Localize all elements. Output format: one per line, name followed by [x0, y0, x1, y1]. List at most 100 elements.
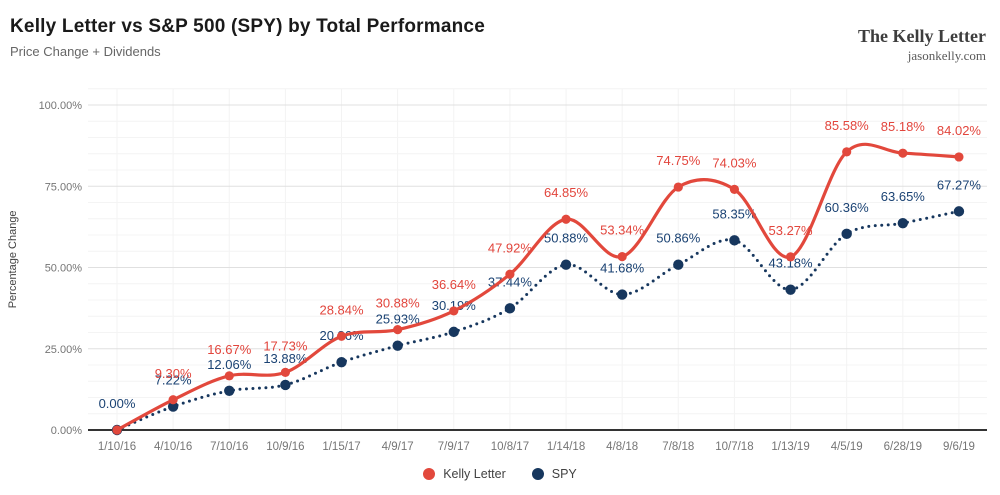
x-tick-label: 10/7/18: [715, 441, 753, 453]
kelly-letter-point[interactable]: [393, 325, 403, 335]
spy-point-label: 0.00%: [99, 396, 136, 411]
x-tick-label: 1/13/19: [771, 441, 809, 453]
spy-point[interactable]: [616, 289, 628, 300]
brand-site-link[interactable]: jasonkelly.com: [907, 48, 986, 63]
line-chart: 0.00% 25.00% 50.00% 75.00% 100.00% Percentage…: [7, 88, 987, 453]
kelly-letter-point[interactable]: [617, 252, 627, 262]
kelly-letter-point-label: 16.67%: [207, 342, 252, 357]
kelly-letter-point[interactable]: [112, 425, 122, 435]
spy-point[interactable]: [841, 228, 852, 240]
x-tick-label: 10/9/16: [266, 441, 304, 453]
x-tick-label: 9/6/19: [943, 441, 975, 453]
kelly-letter-point[interactable]: [561, 214, 571, 224]
x-tick-label: 7/10/16: [210, 441, 248, 453]
spy-point-label: 67.27%: [937, 177, 982, 192]
kelly-letter-point-label: 84.02%: [937, 123, 982, 138]
kelly-letter-point[interactable]: [898, 148, 908, 158]
spy-point-label: 41.68%: [600, 261, 645, 276]
kelly-letter-point-label: 17.73%: [263, 338, 308, 353]
kelly-letter-point-label: 36.64%: [432, 277, 477, 292]
spy-point-label: 25.93%: [376, 312, 421, 327]
kelly-letter-point[interactable]: [954, 152, 964, 162]
spy-point[interactable]: [673, 259, 684, 270]
spy-point[interactable]: [953, 206, 965, 217]
kelly-letter-point[interactable]: [505, 269, 515, 279]
chart-header: Kelly Letter vs S&P 500 (SPY) by Total P…: [10, 16, 485, 59]
chart-subtitle: Price Change + Dividends: [10, 44, 161, 59]
spy-point[interactable]: [336, 357, 347, 368]
kelly-letter-point[interactable]: [336, 331, 347, 341]
legend-dot-icon: [423, 468, 436, 480]
kelly-letter-point-label: 53.34%: [600, 223, 645, 238]
x-tick-label: 7/8/18: [662, 441, 694, 453]
legend-item-kelly-letter[interactable]: Kelly Letter: [423, 467, 506, 481]
spy-point[interactable]: [392, 340, 403, 351]
x-tick-label: 4/8/18: [606, 441, 638, 453]
y-tick-label: 75.00%: [45, 181, 83, 193]
spy-point[interactable]: [897, 217, 909, 229]
y-axis-title: Percentage Change: [7, 210, 19, 308]
kelly-letter-point[interactable]: [785, 252, 796, 262]
kelly-letter-point[interactable]: [842, 147, 852, 157]
y-tick-label: 100.00%: [39, 100, 83, 112]
spy-point[interactable]: [729, 235, 740, 246]
spy-point-label: 50.86%: [656, 231, 701, 246]
kelly-letter-point[interactable]: [168, 395, 178, 405]
x-tick-label: 4/10/16: [154, 441, 192, 453]
y-tick-label: 0.00%: [51, 425, 82, 437]
x-tick-label: 1/10/16: [98, 441, 136, 453]
spy-line: [115, 209, 961, 432]
legend-label: Kelly Letter: [443, 467, 506, 481]
kelly-letter-point[interactable]: [449, 306, 459, 316]
spy-point-label: 12.06%: [207, 357, 252, 372]
kelly-letter-point-label: 85.58%: [825, 118, 870, 133]
page-title: Kelly Letter vs S&P 500 (SPY) by Total P…: [10, 16, 485, 37]
kelly-letter-point-label: 47.92%: [488, 240, 533, 255]
x-tick-label: 4/5/19: [831, 441, 863, 453]
spy-point-label: 60.36%: [825, 200, 870, 215]
kelly-letter-line: [115, 142, 961, 432]
kelly-letter-point-label: 28.84%: [319, 302, 364, 317]
spy-point-label: 50.88%: [544, 231, 589, 246]
spy-point[interactable]: [280, 379, 291, 391]
kelly-letter-point-label: 64.85%: [544, 185, 589, 200]
kelly-letter-point-label: 9.30%: [155, 366, 192, 381]
x-tick-label: 10/8/17: [491, 441, 529, 453]
spy-point-label: 7.22%: [155, 373, 192, 388]
spy-point-label: 30.19%: [432, 298, 477, 313]
spy-point-label: 58.35%: [712, 206, 757, 221]
spy-point[interactable]: [785, 284, 796, 295]
y-tick-label: 50.00%: [45, 263, 83, 275]
legend-dot-icon: [531, 468, 544, 480]
kelly-letter-point[interactable]: [280, 367, 290, 377]
spy-point[interactable]: [560, 259, 572, 270]
spy-point[interactable]: [167, 401, 179, 412]
x-tick-label: 7/9/17: [438, 441, 470, 453]
kelly-letter-point-label: 74.03%: [712, 155, 757, 170]
kelly-letter-point-label: 85.18%: [881, 119, 926, 134]
legend-item-spy[interactable]: SPY: [531, 467, 577, 481]
spy-point[interactable]: [448, 326, 459, 338]
x-tick-label: 1/14/18: [547, 441, 585, 453]
kelly-letter-point-label: 53.27%: [769, 223, 814, 238]
kelly-letter-point[interactable]: [729, 184, 740, 195]
spy-point[interactable]: [504, 303, 516, 314]
x-tick-label: 6/28/19: [884, 441, 922, 453]
branding: The Kelly Letter jasonkelly.com: [858, 26, 986, 64]
legend-label: SPY: [551, 467, 577, 481]
x-tick-label: 4/9/17: [382, 441, 414, 453]
spy-point-label: 37.44%: [488, 274, 533, 289]
kelly-letter-point[interactable]: [673, 182, 683, 192]
kelly-letter-point-label: 30.88%: [376, 296, 421, 311]
x-tick-label: 1/15/17: [322, 441, 360, 453]
spy-point-label: 43.18%: [769, 256, 814, 271]
spy-point-label: 63.65%: [881, 189, 926, 204]
kelly-letter-point[interactable]: [224, 371, 234, 381]
chart-legend: Kelly Letter SPY: [0, 463, 1000, 485]
spy-point[interactable]: [224, 385, 235, 397]
spy-point-label: 13.88%: [263, 351, 308, 366]
brand-name: The Kelly Letter: [858, 26, 986, 46]
kelly-letter-point-label: 74.75%: [656, 153, 701, 168]
y-tick-label: 25.00%: [45, 344, 83, 356]
